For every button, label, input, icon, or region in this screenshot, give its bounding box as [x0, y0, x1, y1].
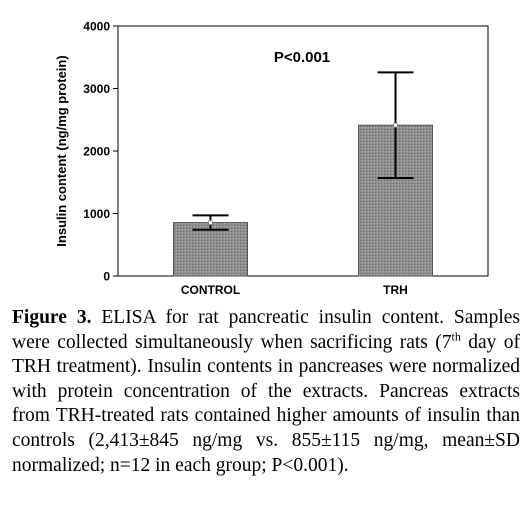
mean-marker	[392, 122, 399, 128]
y-tick-label: 1000	[83, 207, 110, 221]
y-tick-label: 4000	[83, 20, 110, 34]
x-tick-label: TRH	[383, 283, 408, 297]
y-tick-label: 0	[103, 270, 110, 284]
y-axis-label: Insulin content (ng/mg protein)	[54, 55, 69, 246]
significance-annotation: P<0.001	[274, 49, 330, 66]
bar-control	[173, 222, 248, 277]
figure-caption: Figure 3. ELISA for rat pancreatic insul…	[12, 306, 520, 478]
y-axis-ticks: 0 1000 2000 3000 4000	[83, 20, 118, 284]
figure-label: Figure 3.	[12, 307, 92, 328]
caption-text-end: day of TRH treatment). Insulin contents …	[12, 331, 521, 476]
bar-chart: 0 1000 2000 3000 4000 CONTROL TRH Insulin con…	[54, 20, 489, 297]
y-tick-label: 2000	[83, 145, 110, 159]
caption-superscript: th	[451, 329, 461, 344]
x-axis-labels: CONTROL TRH	[181, 283, 408, 297]
x-tick-label: CONTROL	[181, 283, 240, 297]
caption-text-start: ELISA for rat pancreatic insulin content…	[12, 307, 520, 353]
mean-marker	[207, 219, 214, 226]
error-bars	[192, 71, 414, 231]
y-tick-label: 3000	[83, 82, 110, 96]
